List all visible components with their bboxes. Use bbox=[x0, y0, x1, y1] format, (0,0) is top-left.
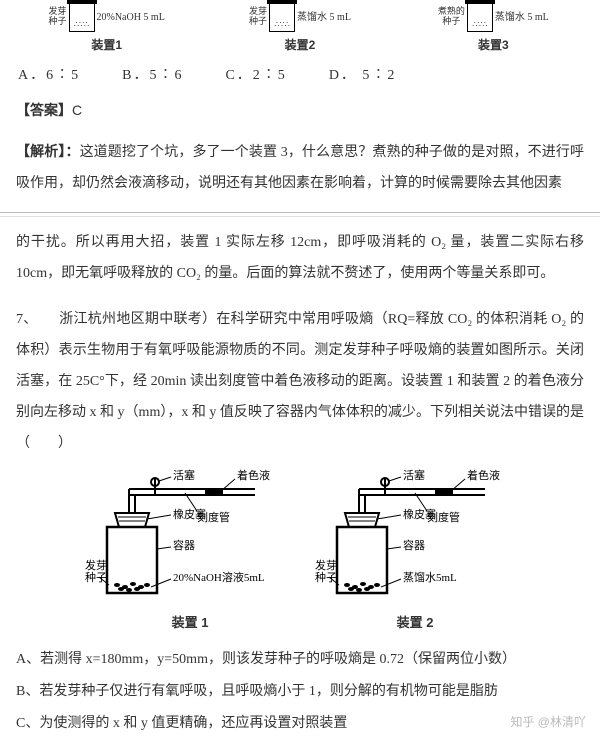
analysis-label: 【解析】： bbox=[16, 143, 80, 159]
lbl-zhaose-2: 着色液 bbox=[467, 469, 500, 482]
figure-3: 煮熟的种子 ∴∵∴ 蒸馏水 5 mL 装置3 bbox=[397, 2, 590, 57]
q6-option-d: D． 5∶2 bbox=[329, 63, 397, 90]
lbl-faya2-b: 种子 bbox=[315, 570, 337, 584]
device-2-svg: 活塞 着色液 橡皮塞 刻度管 容器 蒸馏水5mL 发芽 种子 bbox=[315, 469, 515, 609]
fig1-seed-label-2: 种子 bbox=[48, 16, 66, 26]
lbl-faya1-b: 发芽 bbox=[315, 558, 337, 572]
device-1-caption: 装置 1 bbox=[85, 611, 295, 636]
lbl-kedu-1: 刻度管 bbox=[197, 510, 230, 524]
q7-text: 在科学研究中常用呼吸熵（RQ=释放 CO₂ 的体积消耗 O₂ 的体积）表示生物用… bbox=[16, 312, 584, 450]
q6-option-c: C．2∶5 bbox=[225, 63, 286, 90]
lbl-liquid-a: 20%NaOH溶液5mL bbox=[173, 570, 265, 584]
q7-source: 浙江杭州地区期中联考） bbox=[59, 312, 216, 327]
analysis-para-1: 【解析】：这道题挖了个坑，多了一个装置 3，什么意思？煮熟的种子做的是对照，不进… bbox=[0, 132, 600, 204]
device-1-svg: 活塞 着色液 橡皮塞 刻度管 容器 20%NaOH溶液5mL 发芽 种子 bbox=[85, 469, 295, 609]
fig3-seed-label-1: 煮熟的 bbox=[438, 6, 465, 16]
lbl-huosai-1: 活塞 bbox=[173, 469, 195, 482]
lbl-rongqi-1: 容器 bbox=[173, 538, 195, 552]
lbl-faya1-a: 发芽 bbox=[85, 558, 107, 572]
device-figures: 活塞 着色液 橡皮塞 刻度管 容器 20%NaOH溶液5mL 发芽 种子 装置 … bbox=[0, 463, 600, 644]
analysis-text-1: 这道题挖了个坑，多了一个装置 3，什么意思？煮熟的种子做的是对照，不进行呼吸作用… bbox=[16, 145, 584, 191]
figure-1: 发芽种子 ∴∵∴ 20%NaOH 5 mL 装置1 bbox=[10, 2, 203, 57]
fig3-caption: 装置3 bbox=[397, 34, 590, 57]
lbl-kedu-2: 刻度管 bbox=[427, 510, 460, 524]
q7-number: 7、 bbox=[16, 312, 31, 327]
fig1-liquid: 20%NaOH 5 mL bbox=[97, 8, 165, 27]
q6-option-b: B．5∶6 bbox=[122, 63, 183, 90]
page-divider bbox=[0, 212, 600, 214]
q6-options: A．6∶5 B．5∶6 C．2∶5 D． 5∶2 bbox=[0, 57, 600, 92]
fig2-seed-label-2: 种子 bbox=[249, 16, 267, 26]
device-2-caption: 装置 2 bbox=[315, 611, 515, 636]
lbl-huosai-2: 活塞 bbox=[403, 469, 425, 482]
fig2-caption: 装置2 bbox=[203, 34, 396, 57]
device-1: 活塞 着色液 橡皮塞 刻度管 容器 20%NaOH溶液5mL 发芽 种子 装置 … bbox=[85, 469, 295, 636]
lbl-rongqi-2: 容器 bbox=[403, 538, 425, 552]
answer-line: 【答案】C bbox=[0, 91, 600, 132]
device-2: 活塞 着色液 橡皮塞 刻度管 容器 蒸馏水5mL 发芽 种子 装置 2 bbox=[315, 469, 515, 636]
fig2-liquid: 蒸馏水 5 mL bbox=[297, 8, 351, 27]
lbl-liquid-b: 蒸馏水5mL bbox=[403, 570, 457, 584]
figure-2: 发芽种子 ∴∵∴ 蒸馏水 5 mL 装置2 bbox=[203, 2, 396, 57]
lbl-faya2-a: 种子 bbox=[85, 570, 107, 584]
q6-option-a: A．6∶5 bbox=[18, 63, 80, 90]
analysis-para-2: 的干扰。所以再用大招，装置 1 实际左移 12cm，即呼吸消耗的 O₂ 量，装置… bbox=[0, 224, 600, 294]
q7-option-b: B、若发芽种子仅进行有氧呼吸，且呼吸熵小于 1，则分解的有机物可能是脂肪 bbox=[16, 676, 584, 708]
fig3-liquid: 蒸馏水 5 mL bbox=[495, 8, 549, 27]
top-figures-row: 发芽种子 ∴∵∴ 20%NaOH 5 mL 装置1 发芽种子 ∴∵∴ 蒸馏水 5… bbox=[0, 0, 600, 57]
fig2-seed-label-1: 发芽 bbox=[249, 6, 267, 16]
jar-mini-1: ∴∵∴ bbox=[69, 2, 95, 32]
answer-value: C bbox=[72, 102, 82, 118]
jar-mini-2: ∴∵∴ bbox=[269, 2, 295, 32]
fig1-caption: 装置1 bbox=[10, 34, 203, 57]
q7-body: 7、 浙江杭州地区期中联考）在科学研究中常用呼吸熵（RQ=释放 CO₂ 的体积消… bbox=[0, 301, 600, 463]
jar-mini-3: ∴∵∴ bbox=[467, 2, 493, 32]
q7-option-a: A、若测得 x=180mm，y=50mm，则该发芽种子的呼吸熵是 0.72（保留… bbox=[16, 644, 584, 676]
lbl-zhaose-1: 着色液 bbox=[237, 469, 270, 482]
fig1-seed-label-1: 发芽 bbox=[48, 6, 66, 16]
q7-option-c: C、为使测得的 x 和 y 值更精确，还应再设置对照装置 bbox=[16, 708, 584, 740]
fig3-seed-label-2: 种子 bbox=[442, 16, 460, 26]
answer-label: 【答案】 bbox=[16, 102, 72, 118]
watermark: 知乎 @林清吖 bbox=[510, 711, 586, 734]
